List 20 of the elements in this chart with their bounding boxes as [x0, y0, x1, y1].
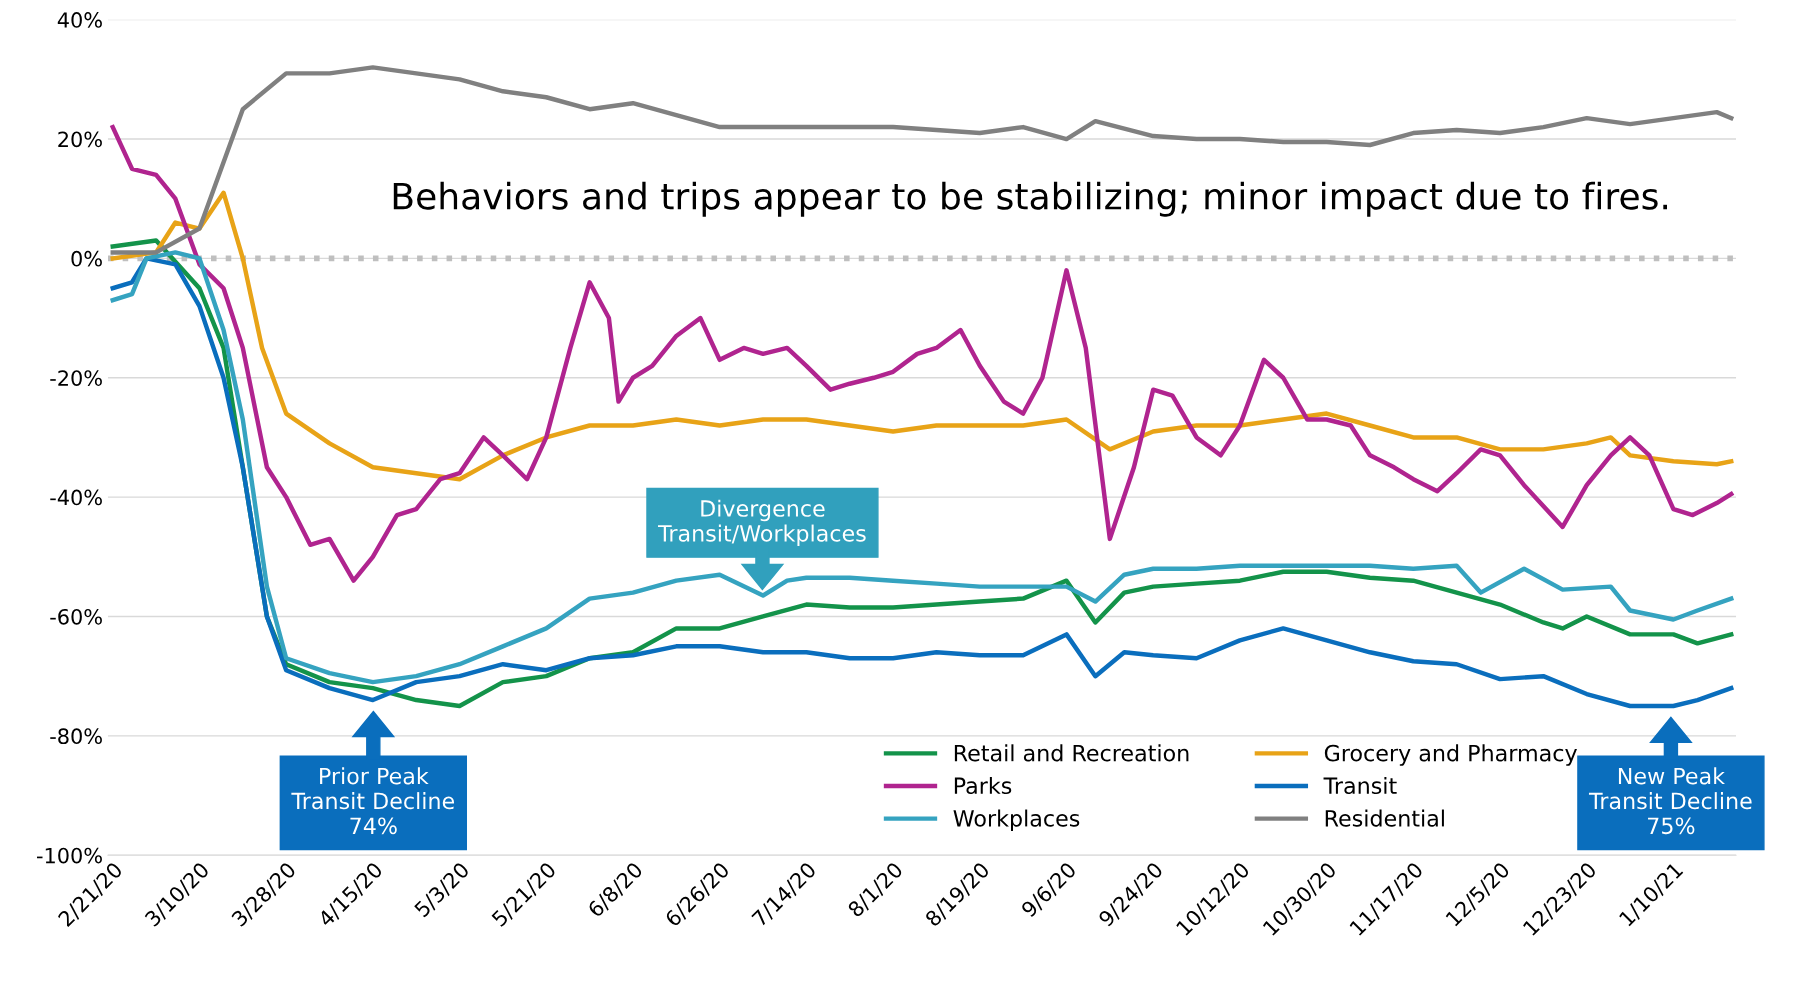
y-tick-label: -40% [50, 489, 102, 506]
legend-label: Residential [1325, 809, 1444, 827]
annotation: New Peak Transit Decline 75% [1588, 767, 1752, 835]
legend-label: Grocery and Pharmacy [1324, 744, 1577, 766]
annotation: Prior Peak Transit Decline 74% [291, 767, 455, 835]
y-tick-label: 20% [58, 131, 102, 148]
line-series [110, 124, 1734, 583]
y-tick-label: -60% [50, 608, 102, 625]
legend-label: Workplaces [953, 809, 1080, 832]
legend-label: Parks [954, 776, 1012, 795]
y-tick-label: -20% [50, 370, 102, 386]
line-series [110, 65, 1734, 255]
y-tick-label: 0% [71, 250, 102, 267]
legend-label: Transit [1323, 776, 1397, 795]
y-tick-label: -80% [50, 728, 102, 745]
legend-label: Retail and Recreation [954, 744, 1189, 762]
annotation: Divergence Transit/Workplaces [658, 499, 866, 547]
y-tick-label: 40% [57, 12, 102, 28]
y-tick-label: -100% [37, 847, 102, 864]
annotation: Behaviors and trips appear to be stabilizing; minor impact due to fires. [393, 181, 1668, 217]
